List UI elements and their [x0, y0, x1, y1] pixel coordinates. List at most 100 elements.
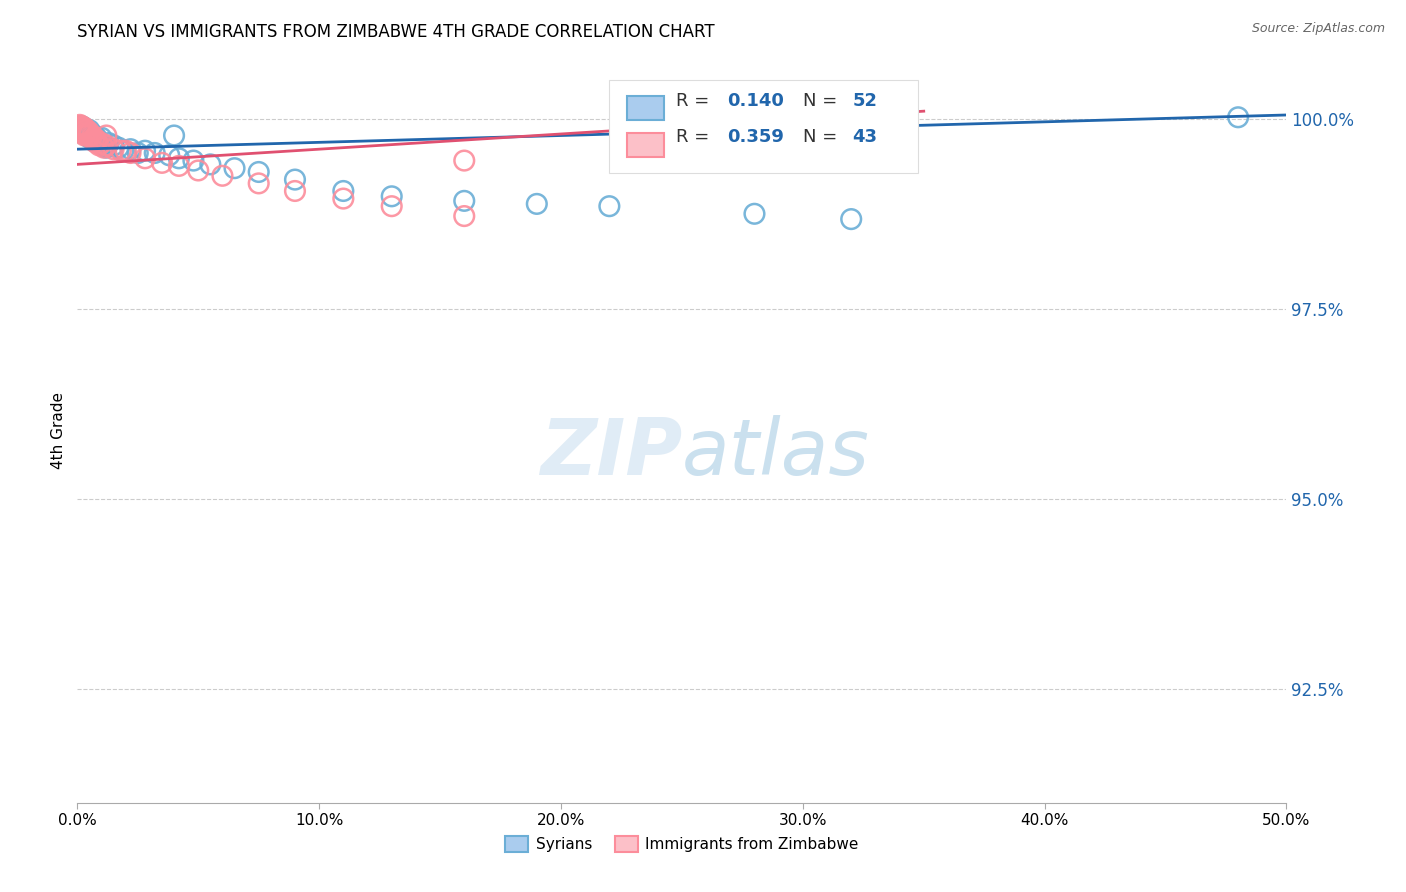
Point [69, 118, 91, 132]
Point [86, 130, 108, 145]
FancyBboxPatch shape [627, 133, 664, 157]
Point [87, 136, 110, 150]
Point [86, 133, 108, 147]
Point [90, 136, 112, 150]
Point [744, 207, 766, 221]
Point [1227, 110, 1250, 124]
Point [134, 144, 156, 158]
Text: Source: ZipAtlas.com: Source: ZipAtlas.com [1251, 22, 1385, 36]
Point [90, 136, 112, 150]
Point [96, 128, 118, 143]
Point [127, 146, 149, 161]
Text: 0.140: 0.140 [727, 93, 783, 111]
Point [73, 123, 96, 137]
Point [526, 197, 548, 211]
Text: 43: 43 [852, 128, 877, 146]
Point [73, 128, 96, 143]
Text: atlas: atlas [682, 415, 870, 491]
Point [284, 172, 307, 186]
Text: 0.359: 0.359 [727, 128, 783, 146]
Point [112, 144, 135, 158]
Point [143, 146, 166, 161]
Point [79, 125, 101, 139]
Point [79, 123, 101, 137]
Point [70, 120, 93, 135]
Point [97, 136, 120, 150]
Point [70, 120, 93, 134]
Point [87, 138, 110, 153]
Text: R =: R = [676, 93, 714, 111]
Point [76, 125, 98, 139]
Point [83, 128, 105, 143]
Y-axis label: 4th Grade: 4th Grade [51, 392, 66, 469]
Point [103, 142, 125, 156]
Point [79, 128, 101, 143]
Point [70, 123, 93, 137]
Point [211, 169, 233, 183]
Point [80, 130, 103, 145]
Point [70, 123, 93, 137]
Point [93, 141, 115, 155]
Point [107, 141, 129, 155]
Point [110, 144, 132, 158]
Point [73, 120, 96, 135]
Point [381, 199, 404, 213]
Point [69, 125, 91, 139]
Point [83, 135, 105, 149]
Point [76, 125, 98, 139]
Point [69, 120, 91, 134]
Point [76, 128, 98, 143]
Point [76, 123, 98, 137]
Point [332, 184, 354, 198]
Point [80, 127, 103, 141]
Point [70, 125, 93, 139]
Point [73, 120, 96, 135]
Point [86, 136, 108, 150]
Point [163, 128, 186, 143]
Point [69, 123, 91, 137]
Point [70, 120, 93, 135]
Point [79, 130, 101, 145]
FancyBboxPatch shape [627, 96, 664, 120]
FancyBboxPatch shape [609, 80, 918, 173]
Point [889, 120, 911, 135]
Point [69, 120, 91, 135]
Point [73, 125, 96, 139]
Point [183, 153, 205, 168]
Point [224, 161, 246, 176]
Point [70, 125, 93, 139]
Point [90, 130, 112, 145]
Point [157, 148, 180, 162]
Legend: Syrians, Immigrants from Zimbabwe: Syrians, Immigrants from Zimbabwe [499, 830, 865, 858]
Text: N =: N = [803, 128, 842, 146]
Text: R =: R = [676, 128, 714, 146]
Text: SYRIAN VS IMMIGRANTS FROM ZIMBABWE 4TH GRADE CORRELATION CHART: SYRIAN VS IMMIGRANTS FROM ZIMBABWE 4TH G… [77, 23, 716, 41]
Point [247, 165, 270, 179]
Point [332, 192, 354, 206]
Point [453, 194, 475, 208]
Point [103, 138, 125, 153]
Point [114, 144, 136, 158]
Point [80, 128, 103, 143]
Point [70, 120, 93, 134]
Point [120, 142, 142, 156]
Point [167, 151, 190, 165]
Point [80, 130, 103, 145]
Point [150, 156, 173, 170]
Point [453, 153, 475, 168]
Point [73, 127, 96, 141]
Point [167, 159, 190, 173]
Point [381, 189, 404, 203]
Point [96, 141, 118, 155]
Text: 52: 52 [852, 93, 877, 111]
Text: N =: N = [803, 93, 842, 111]
Point [200, 157, 222, 171]
Point [247, 177, 270, 191]
Point [79, 127, 101, 141]
Point [453, 209, 475, 223]
Point [598, 199, 620, 213]
Point [73, 127, 96, 141]
Point [96, 138, 118, 153]
Point [284, 184, 307, 198]
Point [839, 212, 862, 227]
